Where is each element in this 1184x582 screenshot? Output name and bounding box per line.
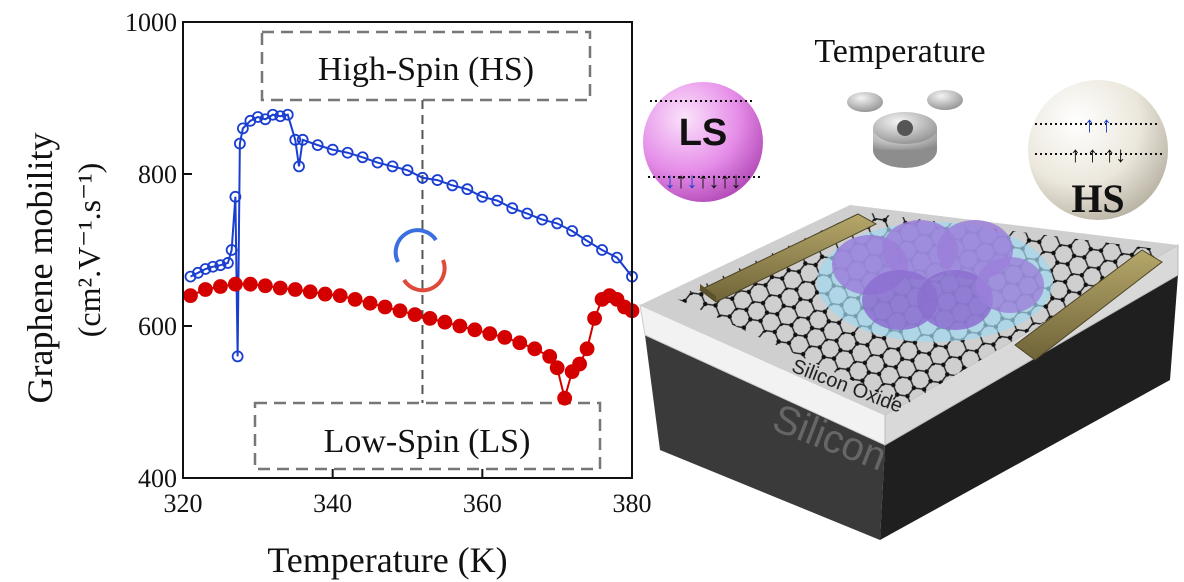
data-point <box>551 361 564 374</box>
x-tick-label: 340 <box>313 489 352 518</box>
data-point <box>244 278 257 291</box>
data-point <box>319 288 332 301</box>
device-diagram: Silicon Oxide Silicon Temperature LS ↓↑↓… <box>600 33 1184 540</box>
data-point <box>528 342 541 355</box>
hs-spins: ↑ ↑ ↑↓ <box>1070 142 1126 167</box>
hs-label: HS <box>1071 176 1124 221</box>
data-point <box>349 293 362 306</box>
data-point <box>588 312 601 325</box>
ls-label: LS <box>679 112 728 154</box>
data-point <box>543 350 556 363</box>
data-point <box>229 278 242 291</box>
data-point <box>274 282 287 295</box>
data-point <box>483 327 496 340</box>
data-point <box>184 289 197 302</box>
data-point <box>468 323 481 336</box>
x-tick-label: 320 <box>164 489 203 518</box>
annotation: High-Spin (HS) <box>318 51 534 88</box>
y-axis-label: (cm².V⁻¹.s⁻¹) <box>71 163 107 338</box>
data-point <box>334 289 347 302</box>
heater-icon <box>847 90 963 168</box>
data-point <box>304 285 317 298</box>
data-point <box>364 297 377 310</box>
data-point <box>573 358 586 371</box>
data-point <box>408 308 421 321</box>
data-point <box>423 312 436 325</box>
data-point <box>259 279 272 292</box>
y-tick-label: 800 <box>138 160 177 189</box>
hs-sphere: ↑ ↑ ↑ ↑ ↑↓ HS <box>1028 80 1168 221</box>
data-point <box>498 331 511 344</box>
data-point <box>453 320 466 333</box>
annotation: Low-Spin (LS) <box>324 423 531 460</box>
data-point <box>513 336 526 349</box>
y-tick-label: 600 <box>138 312 177 341</box>
ls-spins: ↓↑↓↑↓↑↓ <box>665 168 742 193</box>
x-axis-label: Temperature (K) <box>267 540 507 580</box>
data-point <box>394 304 407 317</box>
x-tick-label: 360 <box>463 489 502 518</box>
cycle-arrow <box>396 230 436 262</box>
chart: High-Spin (HS) Low-Spin (LS) 320 340 360 380 4… <box>20 8 652 580</box>
plot-frame <box>183 22 632 478</box>
data-point <box>199 283 212 296</box>
data-point <box>379 301 392 314</box>
temperature-label: Temperature <box>814 33 985 70</box>
data-point <box>289 283 302 296</box>
cycle-arrow <box>404 260 445 290</box>
hs-spins-up: ↑ ↑ <box>1084 112 1112 137</box>
y-tick-label: 400 <box>138 464 177 493</box>
data-point <box>438 316 451 329</box>
data-point <box>558 392 571 405</box>
ls-sphere: LS ↓↑↓↑↓↑↓ <box>643 82 763 202</box>
y-tick-label: 1000 <box>125 8 177 37</box>
y-axis-label: Graphene mobility <box>20 133 60 404</box>
series-line <box>190 284 632 398</box>
data-point <box>214 280 227 293</box>
x-tick-label: 380 <box>613 489 652 518</box>
data-point <box>581 342 594 355</box>
figure: High-Spin (HS) Low-Spin (LS) 320 340 360 380 4… <box>0 0 1184 582</box>
